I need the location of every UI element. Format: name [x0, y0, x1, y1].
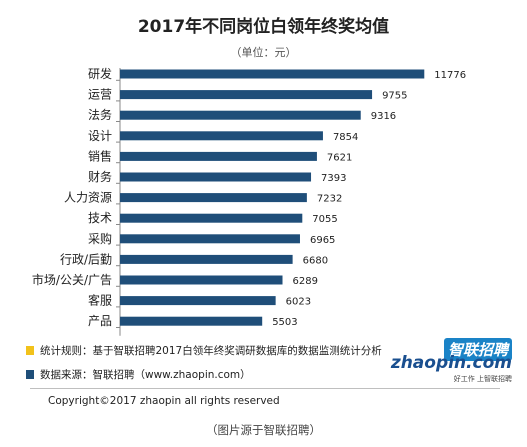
data-label: 7232	[317, 194, 342, 205]
note-statistics-rule: 统计规则：基于智联招聘2017白领年终奖调研数据库的数据监测统计分析	[26, 341, 406, 365]
note-text: 数据来源：智联招聘（www.zhaopin.com）	[40, 369, 251, 381]
category-label: 行政/后勤	[60, 252, 112, 266]
logo-chinese: 智联招聘	[443, 338, 512, 361]
category-label: 销售	[88, 148, 112, 163]
bar	[120, 131, 323, 141]
category-label: 法务	[88, 107, 112, 122]
bar	[120, 90, 373, 100]
note-marker-yellow	[26, 346, 34, 355]
chart-title: 2017年不同岗位白领年终奖均值	[137, 17, 390, 37]
category-label: 设计	[88, 129, 112, 143]
data-label: 9755	[382, 91, 407, 102]
logo-tagline: 好工作 上智联招聘	[453, 375, 512, 383]
data-label: 6023	[286, 297, 311, 308]
category-label: 市场/公关/广告	[32, 272, 112, 287]
category-label: 财务	[88, 169, 112, 184]
divider	[30, 388, 500, 389]
data-label: 5503	[272, 317, 297, 328]
category-label: 产品	[88, 314, 112, 328]
category-label: 运营	[88, 88, 112, 102]
data-label: 7055	[312, 214, 337, 225]
bar	[120, 316, 263, 326]
data-label: 9316	[371, 111, 396, 122]
zhaopin-logo: 智联招聘 zhaopin.com 好工作 上智联招聘	[390, 338, 516, 384]
logo-english: zhaopin.com	[390, 353, 512, 373]
data-label: 6289	[293, 276, 318, 287]
bar	[120, 254, 293, 264]
note-data-source: 数据来源：智联招聘（www.zhaopin.com）	[26, 365, 406, 389]
bar	[120, 213, 303, 223]
data-label: 11776	[434, 70, 466, 81]
bar	[120, 151, 317, 161]
bar	[120, 193, 307, 203]
notes: 统计规则：基于智联招聘2017白领年终奖调研数据库的数据监测统计分析 数据来源：…	[26, 341, 406, 389]
bar	[120, 275, 283, 285]
bar	[120, 234, 300, 244]
bar	[120, 296, 276, 306]
category-label: 人力资源	[64, 191, 112, 205]
copyright: Copyright©2017 zhaopin all rights reserv…	[48, 395, 280, 407]
data-label: 7854	[333, 132, 358, 143]
chart-unit-label: （单位：元）	[230, 46, 297, 59]
category-label: 客服	[88, 293, 112, 308]
bar	[120, 69, 425, 79]
data-label: 7621	[327, 152, 352, 163]
note-text: 统计规则：基于智联招聘2017白领年终奖调研数据库的数据监测统计分析	[40, 345, 382, 357]
category-label: 技术	[88, 211, 112, 225]
bar-chart: 研发 11776 运营 9755 法务 9316 设计 7854 销售 7621 财务 7393 人力资…	[32, 66, 466, 336]
image-caption: （图片源于智联招聘）	[206, 423, 321, 437]
bar	[120, 172, 312, 182]
bar	[120, 110, 361, 120]
category-label: 研发	[88, 66, 112, 81]
note-marker-blue	[26, 370, 34, 379]
data-label: 6965	[310, 235, 335, 246]
data-label: 6680	[303, 255, 328, 266]
data-label: 7393	[321, 173, 346, 184]
category-label: 采购	[88, 231, 112, 246]
